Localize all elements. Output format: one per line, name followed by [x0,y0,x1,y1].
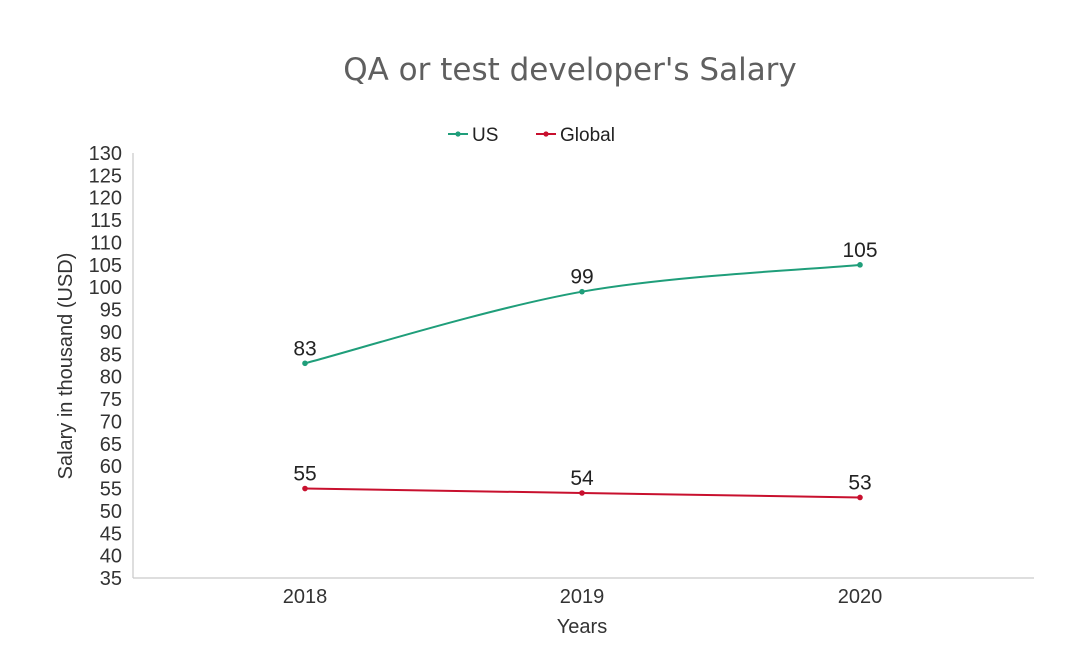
data-label-us: 105 [842,239,877,262]
data-label-us: 99 [570,266,593,289]
data-point-us [579,288,585,295]
y-tick-label: 40 [100,546,122,568]
y-tick-label: 80 [100,367,122,389]
y-tick-label: 45 [100,523,122,545]
y-tick-label: 55 [100,479,122,501]
data-label-global: 55 [293,463,316,486]
y-tick-label: 75 [100,389,122,411]
y-tick-label: 115 [90,210,122,232]
y-tick-label: 90 [100,322,122,344]
y-tick-label: 60 [100,456,122,478]
legend: US Global [448,125,615,146]
x-axis-label: Years [557,616,607,638]
data-point-us [302,360,308,367]
data-label-global: 53 [848,471,871,494]
x-tick-label: 2018 [283,586,328,608]
y-tick-label: 125 [89,165,122,187]
y-tick-label: 100 [89,277,122,299]
x-tick-label: 2020 [838,586,883,608]
x-axis-ticks: 2018 2019 2020 [283,586,883,608]
y-axis-ticks: 3540455055606570758085909510010511011512… [89,143,122,590]
legend-label-global: Global [560,125,615,146]
data-point-global [579,490,585,496]
y-tick-label: 35 [100,568,122,590]
legend-dot-global [543,131,549,137]
legend-item-global[interactable]: Global [536,125,615,146]
y-tick-label: 65 [100,434,122,456]
y-tick-label: 105 [89,255,122,277]
legend-label-us: US [472,125,498,146]
legend-item-us[interactable]: US [448,125,498,146]
legend-dot-us [455,131,461,137]
chart-title: QA or test developer's Salary [343,52,797,88]
y-tick-label: 110 [90,232,122,254]
y-axis-label: Salary in thousand (USD) [55,253,77,480]
y-tick-label: 130 [89,143,122,165]
y-tick-label: 120 [89,188,122,210]
data-point-global [857,494,863,501]
data-point-us [857,262,863,268]
y-tick-label: 70 [100,411,122,433]
x-tick-label: 2019 [560,586,605,608]
data-label-global: 54 [570,467,594,490]
data-label-us: 83 [293,337,316,360]
y-tick-label: 85 [100,344,122,366]
y-tick-label: 50 [100,501,122,523]
series-layer: 83 99 105 55 54 53 [293,239,878,501]
data-point-global [302,485,308,492]
y-tick-label: 95 [100,300,122,322]
